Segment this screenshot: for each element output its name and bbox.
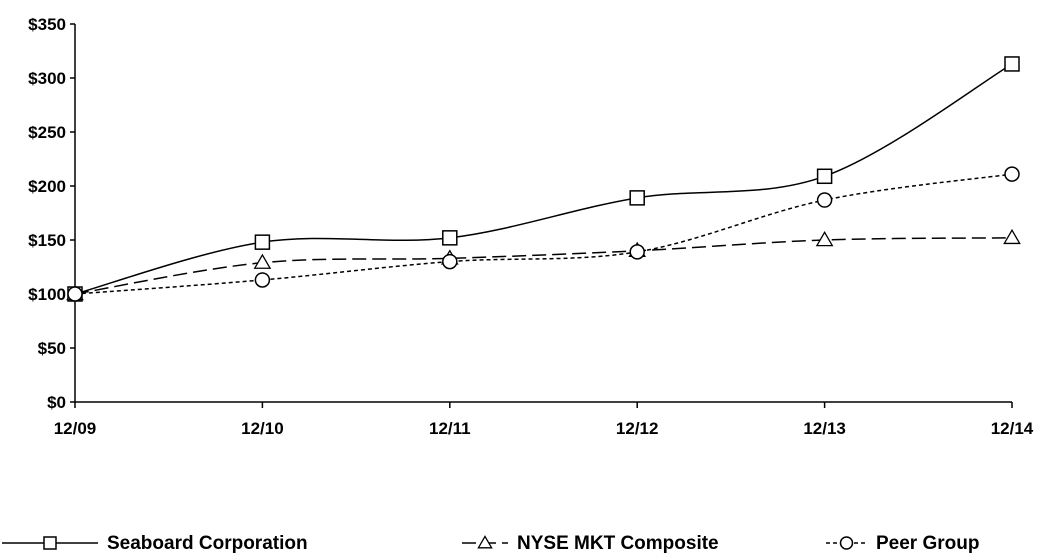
- data-point: [816, 168, 833, 185]
- data-point: [815, 231, 834, 247]
- y-tick-label: $50: [38, 339, 66, 358]
- data-point: [67, 286, 83, 302]
- y-tick-label: $150: [28, 231, 66, 250]
- series-circle: [67, 166, 1020, 302]
- legend-label: Peer Group: [876, 533, 979, 554]
- legend-label: NYSE MKT Composite: [517, 533, 719, 554]
- legend-marker: [43, 536, 57, 550]
- data-point: [816, 192, 833, 208]
- data-point: [629, 244, 645, 260]
- legend-item: Peer Group: [826, 533, 979, 554]
- plot-area: $0 $50 $100 $150 $200 $250 $300 $350 12/09 12/10…: [28, 15, 1034, 438]
- series-line: [74, 63, 1013, 295]
- data-point: [1003, 228, 1021, 245]
- x-tick-label: 12/12: [616, 419, 659, 438]
- legend-item: Seaboard Corporation: [2, 533, 308, 554]
- series-line: [74, 237, 1013, 295]
- y-axis-ticks: $0 $50 $100 $150 $200 $250 $300 $350: [28, 15, 75, 412]
- legend: Seaboard Corporation NYSE MKT Composite Pe…: [2, 533, 979, 554]
- data-point: [1004, 166, 1020, 182]
- data-point: [442, 253, 458, 270]
- y-tick-label: $250: [28, 123, 66, 142]
- legend-item: NYSE MKT Composite: [462, 533, 719, 554]
- legend-label: Seaboard Corporation: [107, 533, 308, 554]
- legend-marker: [477, 535, 493, 549]
- x-tick-label: 12/10: [241, 419, 284, 438]
- data-point: [1004, 56, 1020, 72]
- data-point: [254, 234, 271, 250]
- series-square: [67, 56, 1020, 302]
- y-tick-label: $300: [28, 69, 66, 88]
- x-tick-label: 12/13: [803, 419, 846, 438]
- y-tick-label: $100: [28, 285, 66, 304]
- data-point: [442, 230, 458, 246]
- data-point: [254, 272, 271, 288]
- x-tick-label: 12/14: [991, 419, 1034, 438]
- series-layer: [66, 56, 1021, 302]
- x-tick-label: 12/11: [429, 419, 471, 438]
- y-tick-label: $200: [28, 177, 66, 196]
- data-point: [629, 190, 645, 206]
- data-point: [253, 253, 272, 269]
- legend-marker: [839, 536, 854, 550]
- series-triangle: [66, 228, 1021, 301]
- x-tick-label: 12/09: [54, 419, 97, 438]
- y-tick-label: $0: [47, 393, 66, 412]
- x-axis-ticks: 12/09 12/10 12/11 12/12 12/13 12/14: [54, 402, 1034, 438]
- y-tick-label: $350: [28, 15, 66, 34]
- series-line: [74, 173, 1013, 295]
